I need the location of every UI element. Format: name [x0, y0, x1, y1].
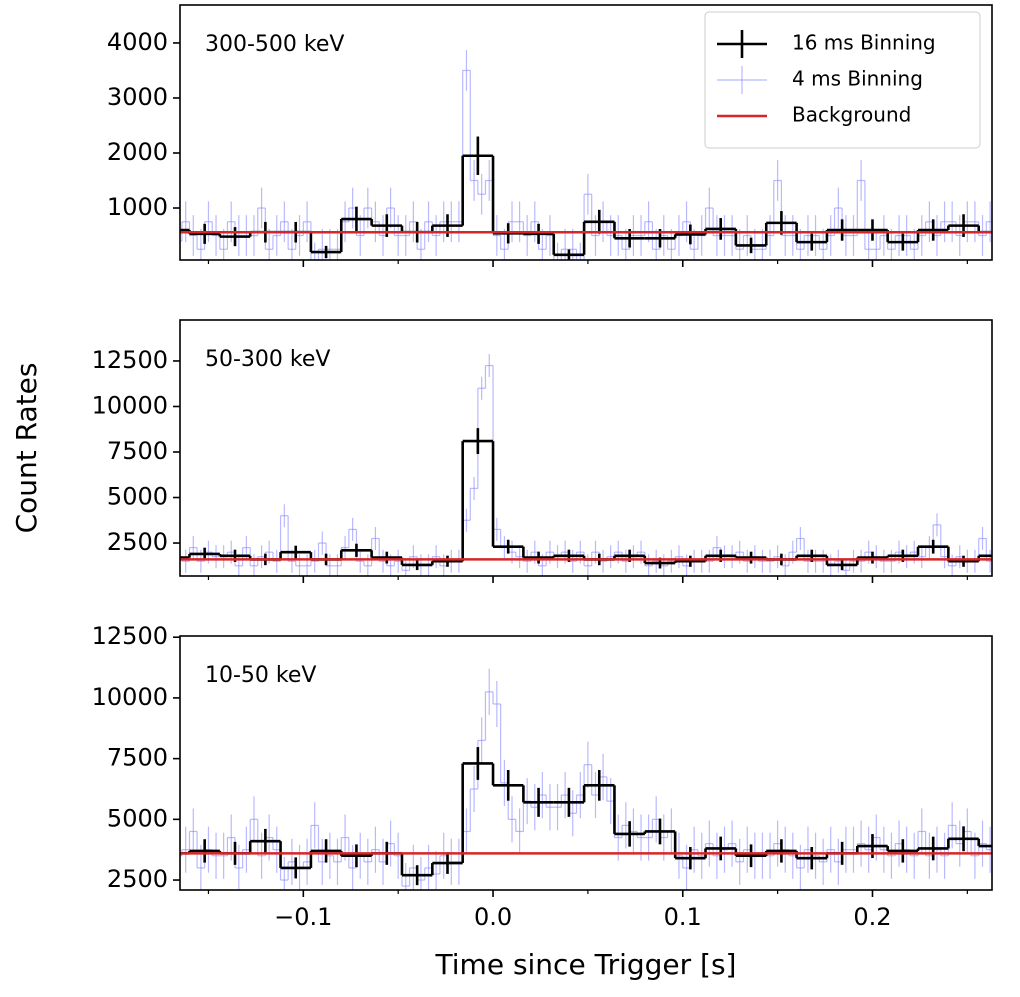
legend-label: 16 ms Binning	[792, 31, 936, 55]
legend-label: Background	[792, 103, 911, 127]
axes-frame	[179, 319, 993, 577]
y-tick-label: 3000	[107, 83, 168, 111]
y-tick-label: 10000	[92, 391, 168, 419]
axes-frame	[179, 635, 993, 891]
y-tick-label: 4000	[107, 28, 168, 56]
x-tick-label: −0.1	[274, 903, 332, 931]
x-tick-label: 0.1	[664, 903, 702, 931]
y-tick-label: 7500	[107, 744, 168, 772]
x-tick-label: 0.2	[853, 903, 891, 931]
y-tick-label: 7500	[107, 437, 168, 465]
panel-annotation: 50-300 keV	[205, 347, 330, 372]
x-tick-label: 0.0	[474, 903, 512, 931]
x-axis-label: Time since Trigger [s]	[435, 948, 737, 981]
y-tick-label: 1000	[107, 193, 168, 221]
y-tick-label: 2000	[107, 138, 168, 166]
panel-annotation: 10-50 keV	[205, 663, 316, 688]
y-tick-label: 5000	[107, 804, 168, 832]
y-axis-label: Count Rates	[10, 363, 43, 534]
axes-frame	[179, 4, 993, 261]
y-tick-label: 2500	[107, 528, 168, 556]
plot-area	[180, 668, 992, 890]
legend-box	[704, 11, 981, 149]
y-tick-label: 5000	[107, 483, 168, 511]
y-tick-label: 12500	[92, 622, 168, 650]
legend-label: 4 ms Binning	[792, 67, 923, 91]
plot-area	[180, 50, 992, 260]
panel-annotation: 300-500 keV	[205, 32, 344, 57]
plot-area	[180, 354, 992, 576]
y-tick-label: 2500	[107, 865, 168, 893]
y-tick-label: 12500	[92, 346, 168, 374]
y-tick-label: 10000	[92, 683, 168, 711]
